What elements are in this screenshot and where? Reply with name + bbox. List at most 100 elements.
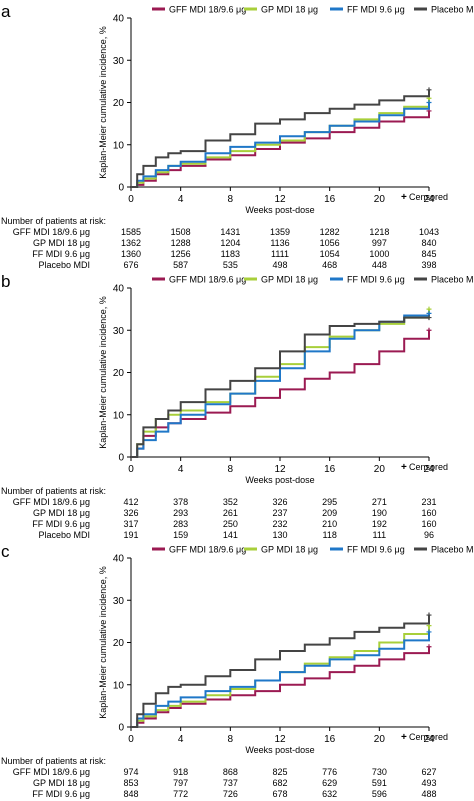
km-curve bbox=[131, 89, 430, 188]
y-tick-label: 40 bbox=[113, 554, 125, 565]
risk-count: 160 bbox=[421, 519, 436, 529]
risk-count: 326 bbox=[272, 497, 287, 507]
risk-count: 1111 bbox=[271, 249, 289, 259]
y-tick-label: 20 bbox=[113, 98, 125, 109]
risk-count: 997 bbox=[372, 238, 387, 248]
x-tick-label: 16 bbox=[324, 194, 336, 205]
legend-label: FF MDI 9.6 μg bbox=[347, 5, 405, 15]
censored-label: Censored bbox=[409, 192, 448, 202]
risk-count: 261 bbox=[223, 508, 238, 518]
x-axis-label: Weeks post-dose bbox=[245, 475, 314, 485]
risk-count: 678 bbox=[272, 789, 287, 799]
y-tick-label: 40 bbox=[113, 14, 125, 25]
x-tick-label: 12 bbox=[274, 464, 286, 475]
censored-label: Censored bbox=[409, 732, 448, 742]
censor-mark bbox=[426, 612, 432, 618]
panel-label: a bbox=[1, 2, 11, 21]
risk-count: 191 bbox=[123, 530, 138, 540]
y-tick-label: 10 bbox=[113, 410, 125, 421]
risk-count: 1585 bbox=[121, 227, 141, 237]
legend-label: Placebo MDI bbox=[431, 545, 474, 555]
risk-row-label: Placebo MDI bbox=[38, 530, 90, 540]
x-tick-label: 20 bbox=[374, 194, 386, 205]
risk-count: 210 bbox=[322, 519, 337, 529]
legend-label: GP MDI 18 μg bbox=[261, 275, 318, 285]
x-tick-label: 4 bbox=[178, 194, 184, 205]
risk-count: 1508 bbox=[171, 227, 191, 237]
risk-count: 1288 bbox=[171, 238, 191, 248]
risk-count: 1362 bbox=[121, 238, 141, 248]
risk-count: 159 bbox=[173, 530, 188, 540]
censored-label: Censored bbox=[409, 462, 448, 472]
x-tick-label: 8 bbox=[228, 194, 234, 205]
risk-count: 293 bbox=[173, 508, 188, 518]
risk-count: 853 bbox=[123, 778, 138, 788]
panel-c: c GFF MDI 18/9.6 μg GP MDI 18 μg FF MDI 9.6… bbox=[1, 542, 474, 801]
risk-count: 317 bbox=[123, 519, 138, 529]
panel-a: a GFF MDI 18/9.6 μg GP MDI 18 μg FF MDI 9.6… bbox=[1, 2, 474, 270]
risk-row-label: FF MDI 9.6 μg bbox=[32, 519, 90, 529]
risk-count: 498 bbox=[272, 260, 287, 270]
risk-count: 231 bbox=[421, 497, 436, 507]
risk-count: 730 bbox=[372, 767, 387, 777]
censored-symbol: + bbox=[401, 732, 407, 743]
risk-count: 352 bbox=[223, 497, 238, 507]
risk-count: 412 bbox=[123, 497, 138, 507]
censored-symbol: + bbox=[401, 192, 407, 203]
risk-count: 209 bbox=[322, 508, 337, 518]
risk-count: 676 bbox=[123, 260, 138, 270]
x-tick-label: 0 bbox=[128, 194, 134, 205]
risk-count: 1431 bbox=[220, 227, 240, 237]
risk-heading: Number of patients at risk: bbox=[1, 486, 106, 496]
km-curve bbox=[131, 102, 430, 188]
x-tick-label: 20 bbox=[374, 464, 386, 475]
x-axis-label: Weeks post-dose bbox=[245, 745, 314, 755]
risk-row-label: GP MDI 18 μg bbox=[33, 238, 90, 248]
km-curve bbox=[131, 111, 430, 188]
legend-label: Placebo MDI bbox=[431, 5, 474, 15]
risk-count: 448 bbox=[372, 260, 387, 270]
legend-label: GFF MDI 18/9.6 μg bbox=[169, 545, 246, 555]
risk-count: 1054 bbox=[320, 249, 340, 259]
risk-count: 250 bbox=[223, 519, 238, 529]
risk-count: 726 bbox=[223, 789, 238, 799]
risk-count: 141 bbox=[223, 530, 238, 540]
risk-count: 868 bbox=[223, 767, 238, 777]
risk-row-label: GFF MDI 18/9.6 μg bbox=[13, 227, 90, 237]
x-tick-label: 4 bbox=[178, 464, 184, 475]
risk-count: 840 bbox=[421, 238, 436, 248]
y-axis-label: Kaplan-Meier cumulative incidence, % bbox=[98, 566, 108, 719]
km-curve bbox=[131, 615, 430, 728]
x-tick-label: 24 bbox=[423, 194, 435, 205]
risk-heading: Number of patients at risk: bbox=[1, 756, 106, 766]
x-tick-label: 20 bbox=[374, 734, 386, 745]
x-tick-label: 0 bbox=[128, 464, 134, 475]
x-tick-label: 0 bbox=[128, 734, 134, 745]
risk-count: 118 bbox=[322, 530, 336, 540]
km-curve bbox=[131, 316, 429, 458]
x-axis-label: Weeks post-dose bbox=[245, 205, 314, 215]
legend-label: GP MDI 18 μg bbox=[261, 5, 318, 15]
censored-symbol: + bbox=[401, 462, 407, 473]
x-tick-label: 12 bbox=[274, 194, 286, 205]
y-tick-label: 0 bbox=[118, 183, 124, 194]
censored-note: + Censored bbox=[401, 192, 448, 203]
km-curve bbox=[131, 646, 430, 728]
legend-label: FF MDI 9.6 μg bbox=[347, 545, 405, 555]
risk-count: 535 bbox=[223, 260, 238, 270]
risk-count: 629 bbox=[322, 778, 337, 788]
risk-count: 295 bbox=[322, 497, 337, 507]
risk-count: 848 bbox=[123, 789, 138, 799]
risk-row-label: FF MDI 9.6 μg bbox=[32, 789, 90, 799]
risk-count: 1282 bbox=[320, 227, 340, 237]
risk-count: 776 bbox=[322, 767, 337, 777]
risk-count: 1204 bbox=[220, 238, 240, 248]
panel-label: b bbox=[1, 272, 10, 291]
risk-row-label: GFF MDI 18/9.6 μg bbox=[13, 767, 90, 777]
risk-table: Number of patients at risk:GFF MDI 18/9.… bbox=[1, 486, 437, 540]
risk-row-label: GP MDI 18 μg bbox=[33, 508, 90, 518]
risk-count: 488 bbox=[421, 789, 436, 799]
risk-count: 825 bbox=[272, 767, 287, 777]
x-tick-label: 16 bbox=[324, 734, 336, 745]
